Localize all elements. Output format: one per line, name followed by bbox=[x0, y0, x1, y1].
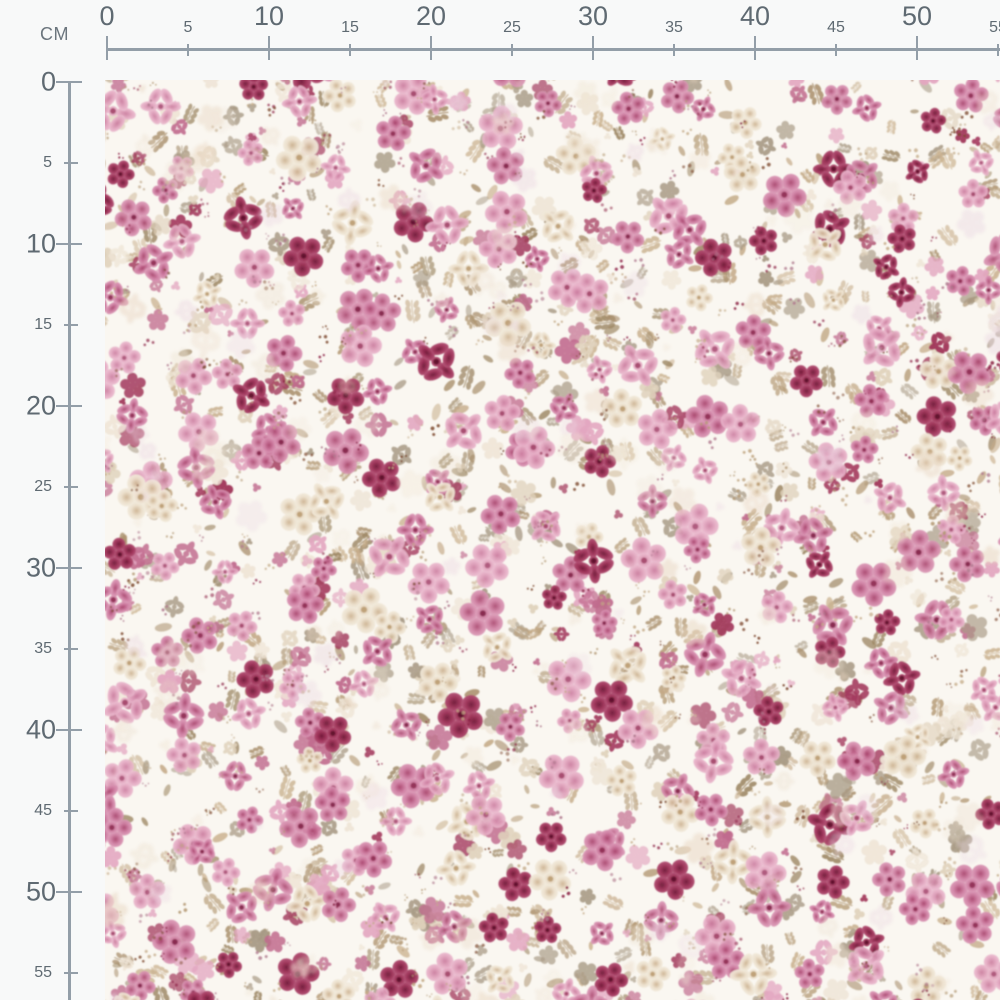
h-tick-40 bbox=[754, 36, 756, 60]
v-tick-20 bbox=[56, 405, 82, 407]
v-label-0: 0 bbox=[40, 66, 56, 97]
horizontal-ruler-line bbox=[106, 48, 1000, 51]
h-label-30: 30 bbox=[577, 1, 609, 31]
h-tick-20 bbox=[430, 36, 432, 60]
v-label-50: 50 bbox=[25, 876, 56, 907]
h-label-25: 25 bbox=[503, 19, 521, 36]
v-label-45: 45 bbox=[34, 802, 52, 819]
h-label-20: 20 bbox=[415, 1, 447, 31]
h-tick-35 bbox=[673, 44, 675, 56]
h-label-10: 10 bbox=[253, 1, 285, 31]
v-tick-25 bbox=[64, 486, 78, 488]
v-tick-15 bbox=[64, 324, 78, 326]
v-label-35: 35 bbox=[34, 640, 52, 657]
h-tick-15 bbox=[349, 44, 351, 56]
h-tick-50 bbox=[916, 36, 918, 60]
v-label-40: 40 bbox=[25, 714, 56, 745]
fabric-swatch[interactable] bbox=[105, 80, 1000, 1000]
v-label-30: 30 bbox=[25, 552, 56, 583]
h-label-45: 45 bbox=[827, 19, 845, 36]
h-label-40: 40 bbox=[739, 1, 771, 31]
h-label-50: 50 bbox=[901, 1, 933, 31]
v-tick-35 bbox=[64, 648, 78, 650]
v-label-10: 10 bbox=[25, 228, 56, 259]
v-tick-45 bbox=[64, 810, 78, 812]
h-tick-25 bbox=[511, 44, 513, 56]
h-tick-55 bbox=[997, 44, 999, 56]
v-label-5: 5 bbox=[43, 154, 52, 171]
fabric-pattern-canvas bbox=[105, 80, 1000, 1000]
v-tick-30 bbox=[56, 567, 82, 569]
h-tick-30 bbox=[592, 36, 594, 60]
h-tick-0 bbox=[106, 36, 108, 60]
v-tick-40 bbox=[56, 729, 82, 731]
h-tick-45 bbox=[835, 44, 837, 56]
v-tick-0 bbox=[56, 81, 82, 83]
h-label-55: 55 bbox=[989, 19, 1000, 36]
v-label-55: 55 bbox=[34, 964, 52, 981]
h-tick-10 bbox=[268, 36, 270, 60]
v-tick-55 bbox=[64, 972, 78, 974]
h-label-35: 35 bbox=[665, 19, 683, 36]
v-tick-10 bbox=[56, 243, 82, 245]
v-tick-5 bbox=[64, 162, 78, 164]
v-tick-50 bbox=[56, 891, 82, 893]
h-label-5: 5 bbox=[183, 19, 193, 36]
h-tick-5 bbox=[187, 44, 189, 56]
v-label-15: 15 bbox=[34, 316, 52, 333]
v-label-20: 20 bbox=[25, 390, 56, 421]
ruler-unit-label: CM bbox=[40, 24, 69, 44]
vertical-ruler-line bbox=[68, 81, 71, 1000]
h-label-0: 0 bbox=[99, 1, 115, 31]
h-label-15: 15 bbox=[341, 19, 359, 36]
v-label-25: 25 bbox=[34, 478, 52, 495]
